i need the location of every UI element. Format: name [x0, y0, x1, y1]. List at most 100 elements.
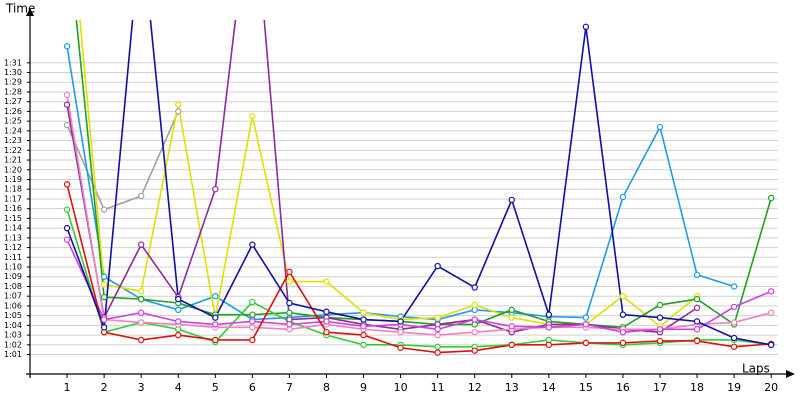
- point: [175, 101, 182, 108]
- x-tick-label: 10: [394, 381, 408, 394]
- series-line: [66, 20, 772, 346]
- point: [286, 299, 293, 307]
- point: [63, 121, 71, 129]
- point: [730, 303, 738, 311]
- point: [508, 306, 515, 314]
- x-tick-label: 16: [616, 381, 630, 394]
- point: [249, 318, 256, 325]
- point: [397, 318, 404, 325]
- point: [434, 314, 441, 321]
- y-tick-label: 1:10: [4, 263, 22, 272]
- point: [212, 186, 219, 193]
- series-line: [66, 111, 179, 211]
- point: [137, 309, 145, 316]
- point: [286, 278, 293, 285]
- point: [360, 341, 367, 349]
- y-tick-label: 1:29: [4, 78, 22, 87]
- point: [656, 314, 664, 321]
- point: [582, 23, 590, 31]
- y-tick-label: 1:16: [4, 204, 22, 213]
- y-tick-label: 1:14: [4, 224, 22, 233]
- point: [249, 324, 256, 331]
- point: [434, 262, 441, 270]
- point: [323, 308, 330, 315]
- point: [471, 347, 478, 354]
- point: [249, 241, 256, 248]
- point: [137, 319, 145, 326]
- x-tick-label: 5: [212, 381, 219, 394]
- x-axis-arrow: [786, 370, 795, 378]
- x-tick-label: 17: [653, 381, 667, 394]
- y-tick-label: 1:15: [4, 214, 22, 223]
- point: [175, 306, 182, 314]
- point: [137, 288, 145, 295]
- point: [434, 349, 441, 356]
- point: [730, 343, 738, 350]
- x-tick-label: 6: [249, 381, 256, 394]
- point: [656, 337, 664, 345]
- y-tick-label: 1:02: [4, 340, 22, 349]
- point: [63, 224, 71, 232]
- series-line: [66, 184, 772, 354]
- point: [175, 108, 182, 115]
- point: [582, 321, 590, 328]
- x-tick-label: 13: [505, 381, 519, 394]
- x-tick-label: 9: [360, 381, 367, 394]
- x-tick-label: 20: [764, 381, 778, 394]
- y-tick-label: 1:08: [4, 282, 22, 291]
- point: [212, 336, 219, 344]
- point: [212, 314, 219, 321]
- point: [137, 336, 145, 344]
- x-tick-label: 2: [101, 381, 108, 394]
- point: [434, 343, 441, 350]
- point: [360, 323, 367, 330]
- point: [175, 295, 182, 303]
- point: [397, 328, 404, 336]
- point: [360, 309, 367, 316]
- x-tick-label: 12: [468, 381, 482, 394]
- point: [545, 324, 553, 331]
- x-tick-label: 18: [690, 381, 704, 394]
- point: [249, 298, 256, 306]
- point: [63, 206, 71, 213]
- point: [582, 339, 590, 347]
- point: [471, 301, 478, 309]
- series-line: [66, 239, 772, 333]
- y-tick-label: 1:01: [4, 350, 22, 359]
- y-tick-label: 1:28: [4, 87, 22, 96]
- point: [249, 113, 256, 120]
- point: [323, 328, 330, 336]
- point: [767, 194, 775, 202]
- point: [212, 292, 219, 300]
- point: [63, 101, 71, 108]
- point: [100, 273, 108, 280]
- point: [730, 319, 738, 326]
- point: [693, 337, 701, 345]
- point: [286, 309, 293, 316]
- point: [767, 341, 775, 349]
- x-tick-label: 15: [579, 381, 593, 394]
- point: [619, 328, 627, 336]
- y-tick-label: 1:25: [4, 117, 22, 126]
- point: [100, 324, 108, 331]
- point: [100, 206, 108, 213]
- point: [63, 91, 71, 99]
- series-line: [66, 209, 772, 348]
- y-tick-label: 1:22: [4, 146, 22, 155]
- point: [619, 193, 627, 201]
- y-tick-label: 1:23: [4, 136, 22, 145]
- point: [175, 318, 182, 325]
- point: [582, 314, 590, 321]
- point: [249, 336, 256, 344]
- x-tick-label: 1: [64, 381, 71, 394]
- y-tick-label: 1:13: [4, 233, 22, 242]
- y-tick-label: 1:06: [4, 301, 22, 310]
- x-axis-label: Laps: [742, 362, 770, 376]
- point: [212, 321, 219, 328]
- series-layer: [63, 20, 775, 356]
- point: [508, 314, 515, 321]
- point: [693, 326, 701, 333]
- y-tick-label: 1:07: [4, 292, 22, 301]
